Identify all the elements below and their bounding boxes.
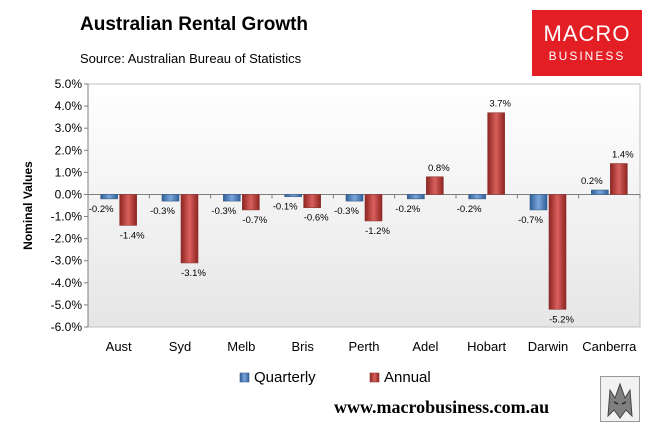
data-label-annual: -0.6% [304, 213, 329, 224]
bar-annual [548, 194, 567, 310]
bar-annual [610, 163, 628, 195]
x-tick-label: Hobart [467, 339, 506, 354]
x-tick-label: Darwin [528, 339, 568, 354]
chart-title: Australian Rental Growth [80, 14, 309, 35]
x-tick-label: Syd [169, 339, 191, 354]
x-tick-label: Perth [348, 339, 379, 354]
y-tick-label: -1.0% [51, 210, 83, 224]
bar-annual [487, 112, 505, 195]
bar-quarterly [223, 194, 241, 202]
logo-line1: MACRO [543, 21, 631, 46]
data-label-quarterly: -0.2% [457, 204, 482, 215]
data-label-annual: 3.7% [489, 99, 511, 110]
y-tick-label: 2.0% [55, 143, 83, 157]
data-label-annual: -5.2% [549, 314, 574, 325]
bar-quarterly [529, 194, 548, 211]
y-tick-label: -5.0% [51, 298, 83, 312]
chart-subtitle: Source: Australian Bureau of Statistics [80, 51, 302, 66]
bar-quarterly [100, 194, 118, 200]
legend-label-quarterly: Quarterly [254, 369, 316, 386]
bar-quarterly [468, 194, 486, 200]
data-label-quarterly: -0.1% [273, 202, 298, 213]
x-tick-label: Adel [412, 339, 438, 354]
bar-quarterly [345, 194, 364, 202]
data-label-quarterly: -0.2% [89, 204, 114, 215]
bar-annual [364, 194, 383, 222]
x-tick-label: Melb [227, 339, 255, 354]
x-tick-label: Canberra [582, 339, 637, 354]
x-tick-label: Bris [291, 339, 314, 354]
bar-quarterly [161, 194, 180, 202]
x-tick-label: Aust [106, 339, 132, 354]
logo-line2: BUSINESS [548, 49, 626, 63]
data-label-quarterly: -0.2% [395, 204, 420, 215]
y-tick-label: -4.0% [51, 276, 83, 290]
data-label-annual: 1.4% [612, 150, 634, 161]
y-tick-label: 5.0% [55, 77, 83, 91]
data-label-quarterly: -0.3% [334, 206, 359, 217]
y-tick-label: -3.0% [51, 254, 83, 268]
wolf-logo-icon [600, 376, 640, 422]
data-label-quarterly: -0.7% [518, 215, 543, 226]
bar-annual [119, 194, 137, 226]
legend-swatch-quarterly [239, 372, 250, 383]
data-label-annual: -0.7% [242, 215, 267, 226]
data-label-quarterly: -0.3% [211, 206, 236, 217]
y-axis-title: Nominal Values [21, 161, 35, 250]
data-label-quarterly: 0.2% [581, 176, 603, 187]
bar-annual [303, 194, 321, 209]
macrobusiness-logo: MACRO BUSINESS [532, 10, 642, 76]
y-tick-label: -2.0% [51, 232, 83, 246]
bar-annual [180, 194, 199, 264]
data-label-annual: 0.8% [428, 163, 450, 174]
legend-swatch-annual [369, 372, 380, 383]
plot-area [87, 83, 641, 328]
bar-quarterly [591, 189, 609, 195]
y-tick-label: 3.0% [55, 121, 83, 135]
data-label-annual: -3.1% [181, 268, 206, 279]
rental-growth-chart: 5.0% 4.0% 3.0% 2.0% 1.0% 0.0% -1.0% -2.0% -3.0% -… [21, 77, 641, 386]
data-label-annual: -1.2% [365, 226, 390, 237]
bar-annual [242, 194, 260, 211]
y-tick-label: -6.0% [51, 320, 83, 334]
y-tick-label: 4.0% [55, 99, 83, 113]
bar-annual [426, 176, 444, 195]
website-url: www.macrobusiness.com.au [334, 397, 550, 417]
y-tick-label: 0.0% [55, 187, 83, 201]
data-label-annual: -1.4% [120, 230, 145, 241]
legend-label-annual: Annual [384, 369, 431, 386]
bar-quarterly [407, 194, 425, 200]
y-tick-label: 1.0% [55, 165, 83, 179]
bar-quarterly [284, 194, 302, 197]
data-label-quarterly: -0.3% [150, 206, 175, 217]
